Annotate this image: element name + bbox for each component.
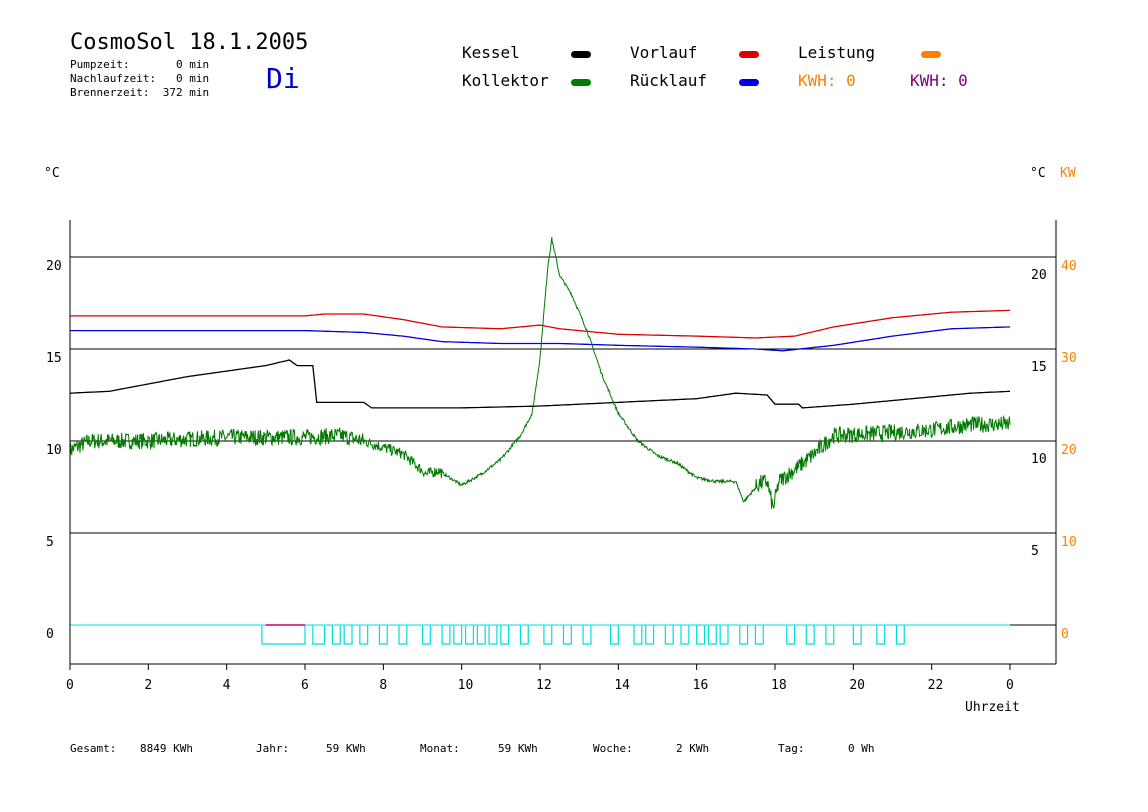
y-tick-right-c: 10	[1031, 452, 1047, 467]
series-ruecklauf	[70, 326, 1011, 352]
legend-kessel-swatch	[571, 51, 591, 58]
pump-pulse	[876, 625, 886, 645]
pump-pulse	[895, 625, 905, 645]
pump-pulse	[421, 625, 431, 645]
y-tick-right-kw: 20	[1061, 443, 1077, 458]
pump-pulse	[582, 625, 592, 645]
x-tick-label: 2	[144, 678, 152, 693]
y-tick-right-kw: 0	[1061, 627, 1069, 642]
pump-pulse	[500, 625, 510, 645]
pump-pulse	[719, 625, 729, 645]
pump-pulse	[476, 625, 486, 645]
left-unit: °C	[44, 166, 60, 181]
y-tick-right-kw: 30	[1061, 351, 1077, 366]
y-tick-right-kw: 40	[1061, 259, 1077, 274]
pump-pulse	[261, 625, 306, 645]
right-unit-kw: KW	[1060, 166, 1076, 181]
x-tick-label: 20	[849, 678, 865, 693]
x-tick-label: 18	[771, 678, 787, 693]
legend-vorlauf-swatch	[739, 51, 759, 58]
series-kollektor	[69, 237, 1011, 509]
legend-ruecklauf-swatch	[739, 79, 759, 86]
pump-pulse	[825, 625, 835, 645]
pump-pulse	[398, 625, 408, 645]
x-tick-label: 22	[928, 678, 944, 693]
legend-kessel-label: Kessel	[462, 43, 520, 62]
legend-leistung-label: Leistung	[798, 43, 876, 62]
y-tick-left: 10	[46, 443, 62, 458]
legend-leistung-swatch	[921, 51, 941, 58]
nachlauf-time: Nachlaufzeit: 0 min	[70, 72, 210, 85]
footer-gesamt-label: Gesamt:	[70, 742, 117, 755]
pump-pulse	[464, 625, 475, 645]
footer-jahr-label: Jahr:	[256, 742, 290, 755]
right-unit: °C	[1030, 166, 1046, 181]
x-tick-label: 6	[301, 678, 309, 693]
y-tick-left: 20	[46, 259, 62, 274]
pump-pulse	[359, 625, 369, 645]
footer-tag-value: 0 Wh	[848, 742, 875, 755]
pump-pulse	[378, 625, 388, 645]
pump-pulse	[441, 625, 451, 645]
footer-jahr-value: 59 KWh	[326, 742, 366, 755]
x-tick-label: 0	[66, 678, 74, 693]
pump-pulse	[754, 625, 764, 645]
legend-vorlauf-label: Vorlauf	[630, 43, 698, 62]
y-tick-left: 0	[46, 627, 54, 642]
pump-pulse	[343, 625, 353, 645]
footer-woche-label: Woche:	[593, 742, 633, 755]
legend-kwh-orange: KWH: 0	[798, 71, 856, 90]
pump-pulse	[562, 625, 572, 645]
x-tick-label: 4	[223, 678, 231, 693]
pump-pulse	[707, 625, 717, 645]
legend-kollektor-swatch	[571, 79, 591, 86]
pump-pulse	[645, 625, 655, 645]
x-axis-label: Uhrzeit	[965, 700, 1020, 715]
y-tick-right-kw: 10	[1061, 535, 1077, 550]
chart-title: CosmoSol 18.1.2005	[70, 30, 309, 55]
x-tick-label: 16	[693, 678, 709, 693]
pump-pulse	[664, 625, 674, 645]
legend-kwh-purple: KWH: 0	[910, 71, 968, 90]
pump-pulse	[543, 625, 553, 645]
x-tick-label: 12	[536, 678, 552, 693]
y-tick-right-c: 15	[1031, 360, 1047, 375]
pump-pulse	[519, 625, 529, 645]
x-tick-label: 14	[614, 678, 630, 693]
pump-pulse	[453, 625, 463, 645]
pump-pulse	[633, 625, 643, 645]
footer-monat-label: Monat:	[420, 742, 460, 755]
footer-woche-value: 2 KWh	[676, 742, 710, 755]
legend-ruecklauf-label: Rücklauf	[630, 71, 708, 90]
series-kessel	[69, 359, 1011, 409]
x-tick-label: 8	[379, 678, 387, 693]
pump-time: Pumpzeit: 0 min	[70, 58, 210, 71]
footer-monat-value: 59 KWh	[498, 742, 538, 755]
pump-pulse	[696, 625, 706, 645]
footer-tag-label: Tag:	[778, 742, 805, 755]
pump-pulse	[312, 625, 326, 645]
pump-pulse	[331, 625, 341, 645]
x-tick-label: 0	[1006, 678, 1014, 693]
pump-pulse	[852, 625, 862, 645]
y-tick-left: 5	[46, 535, 54, 550]
series-vorlauf	[70, 309, 1010, 339]
pump-pulse	[680, 625, 690, 645]
pump-pulse	[488, 625, 498, 645]
weekday-label: Di	[266, 62, 300, 95]
pump-pulse	[739, 625, 749, 645]
y-tick-right-c: 20	[1031, 268, 1047, 283]
pump-pulse	[805, 625, 815, 645]
y-tick-left: 15	[46, 351, 62, 366]
pump-pulse	[609, 625, 619, 645]
pump-pulse	[786, 625, 796, 645]
x-tick-label: 10	[458, 678, 474, 693]
brenner-time: Brennerzeit: 372 min	[70, 86, 210, 99]
footer-gesamt-value: 8849 KWh	[140, 742, 193, 755]
y-tick-right-c: 5	[1031, 544, 1039, 559]
legend-kollektor-label: Kollektor	[462, 71, 549, 90]
